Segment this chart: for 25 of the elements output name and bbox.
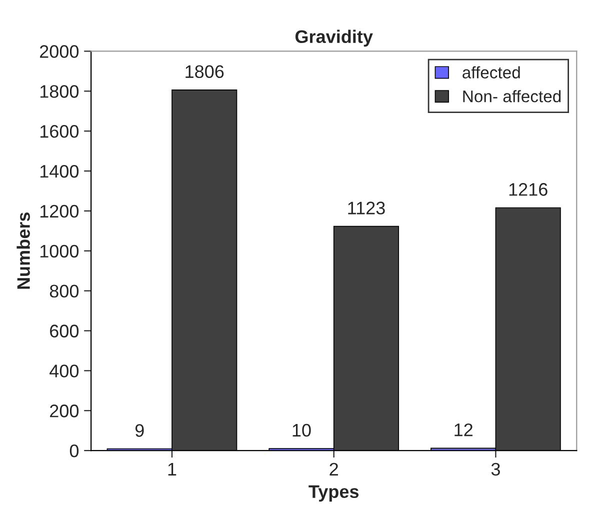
y-tick-label: 1000 (40, 244, 79, 258)
y-tick-label: 1200 (40, 204, 79, 218)
y-tick-label: 200 (50, 404, 79, 418)
legend-label: Non- affected (463, 90, 561, 102)
y-tick-label: 2000 (40, 45, 79, 58)
y-tick-label: 0 (70, 444, 79, 458)
data-label: 10 (292, 424, 311, 437)
y-tick-label: 1600 (40, 125, 79, 138)
data-label: 9 (135, 424, 144, 437)
legend-label: affected (462, 66, 520, 78)
y-tick-label: 1800 (40, 85, 79, 98)
x-axis-title: Types (308, 485, 359, 502)
x-tick-label: 1 (168, 463, 176, 476)
y-axis-title: Numbers (16, 212, 30, 289)
data-label: 1216 (509, 183, 548, 196)
y-tick-label: 800 (50, 284, 79, 298)
y-tick-label: 600 (50, 324, 79, 338)
y-tick-label: 400 (50, 364, 79, 378)
x-tick-label: 2 (330, 462, 338, 476)
x-tick-label: 3 (491, 462, 500, 476)
data-label: 1123 (348, 202, 385, 214)
y-tick-label: 1400 (40, 164, 79, 178)
data-label: 1806 (186, 65, 224, 78)
chart-title: Gravidity (295, 30, 373, 47)
data-label: 12 (454, 423, 472, 436)
